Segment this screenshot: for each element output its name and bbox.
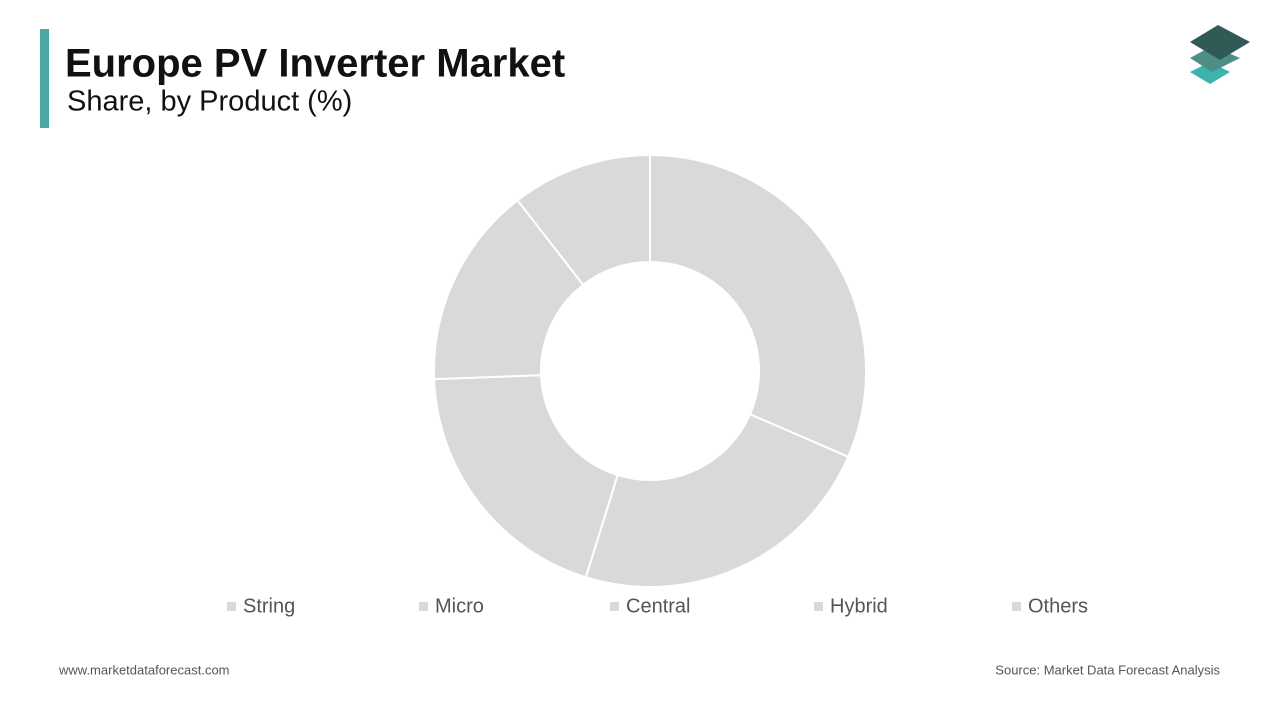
donut-slice (433, 374, 619, 579)
legend-label: Others (1028, 595, 1088, 617)
donut-slice (433, 198, 585, 381)
footer-website: www.marketdataforecast.com (58, 662, 230, 677)
footer-source: Source: Market Data Forecast Analysis (995, 662, 1220, 677)
donut-slice (584, 412, 850, 588)
legend-swatch (419, 602, 428, 611)
chart-subtitle: Share, by Product (%) (67, 86, 352, 118)
logo (1190, 25, 1250, 84)
title-accent (40, 29, 49, 128)
legend-swatch (227, 602, 236, 611)
legend-label: String (243, 595, 295, 617)
legend-label: Micro (435, 595, 484, 617)
legend-swatch (1012, 602, 1021, 611)
donut-slice (516, 153, 651, 287)
legend-swatch (814, 602, 823, 611)
legend-swatch (610, 602, 619, 611)
legend-label: Hybrid (830, 595, 888, 617)
legend-label: Central (626, 595, 690, 617)
chart-title: Europe PV Inverter Market (65, 42, 565, 86)
donut-slice (649, 153, 867, 459)
